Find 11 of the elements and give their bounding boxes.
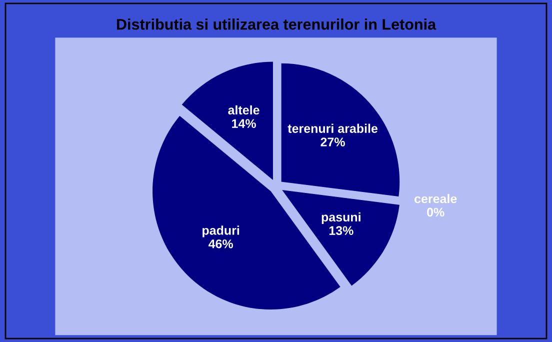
- slice-label: pasuni: [322, 212, 360, 224]
- data-label: 13%: [329, 226, 354, 236]
- data-label: 14%: [232, 119, 256, 128]
- category-label: cereale: [414, 194, 457, 204]
- chart-title: Distributia si utilizarea terenurilor in Letonia: [117, 18, 436, 30]
- text: 0%: [427, 208, 444, 217]
- slice-label: altele: [228, 105, 260, 115]
- slice-label: terenuri arabile: [288, 124, 378, 133]
- slice-label: paduri: [202, 226, 240, 238]
- data-label: 46%: [208, 239, 233, 248]
- data-label: 27%: [320, 138, 345, 146]
